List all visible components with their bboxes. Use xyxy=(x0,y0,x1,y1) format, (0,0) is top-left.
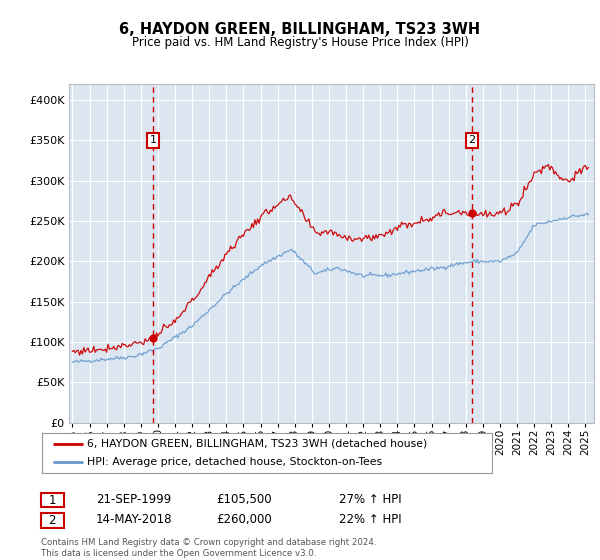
Text: 21-SEP-1999: 21-SEP-1999 xyxy=(96,493,171,506)
Text: 1: 1 xyxy=(49,493,56,507)
Text: 22% ↑ HPI: 22% ↑ HPI xyxy=(339,513,401,526)
Text: 6, HAYDON GREEN, BILLINGHAM, TS23 3WH: 6, HAYDON GREEN, BILLINGHAM, TS23 3WH xyxy=(119,22,481,38)
Text: 27% ↑ HPI: 27% ↑ HPI xyxy=(339,493,401,506)
Text: 2: 2 xyxy=(469,136,476,146)
Text: £105,500: £105,500 xyxy=(216,493,272,506)
Text: £260,000: £260,000 xyxy=(216,513,272,526)
Text: 14-MAY-2018: 14-MAY-2018 xyxy=(96,513,173,526)
Text: HPI: Average price, detached house, Stockton-on-Tees: HPI: Average price, detached house, Stoc… xyxy=(87,458,382,467)
Text: 2: 2 xyxy=(49,514,56,527)
Text: 1: 1 xyxy=(149,136,157,146)
Text: Price paid vs. HM Land Registry's House Price Index (HPI): Price paid vs. HM Land Registry's House … xyxy=(131,36,469,49)
Text: Contains HM Land Registry data © Crown copyright and database right 2024.
This d: Contains HM Land Registry data © Crown c… xyxy=(41,538,376,558)
Text: 6, HAYDON GREEN, BILLINGHAM, TS23 3WH (detached house): 6, HAYDON GREEN, BILLINGHAM, TS23 3WH (d… xyxy=(87,439,427,449)
